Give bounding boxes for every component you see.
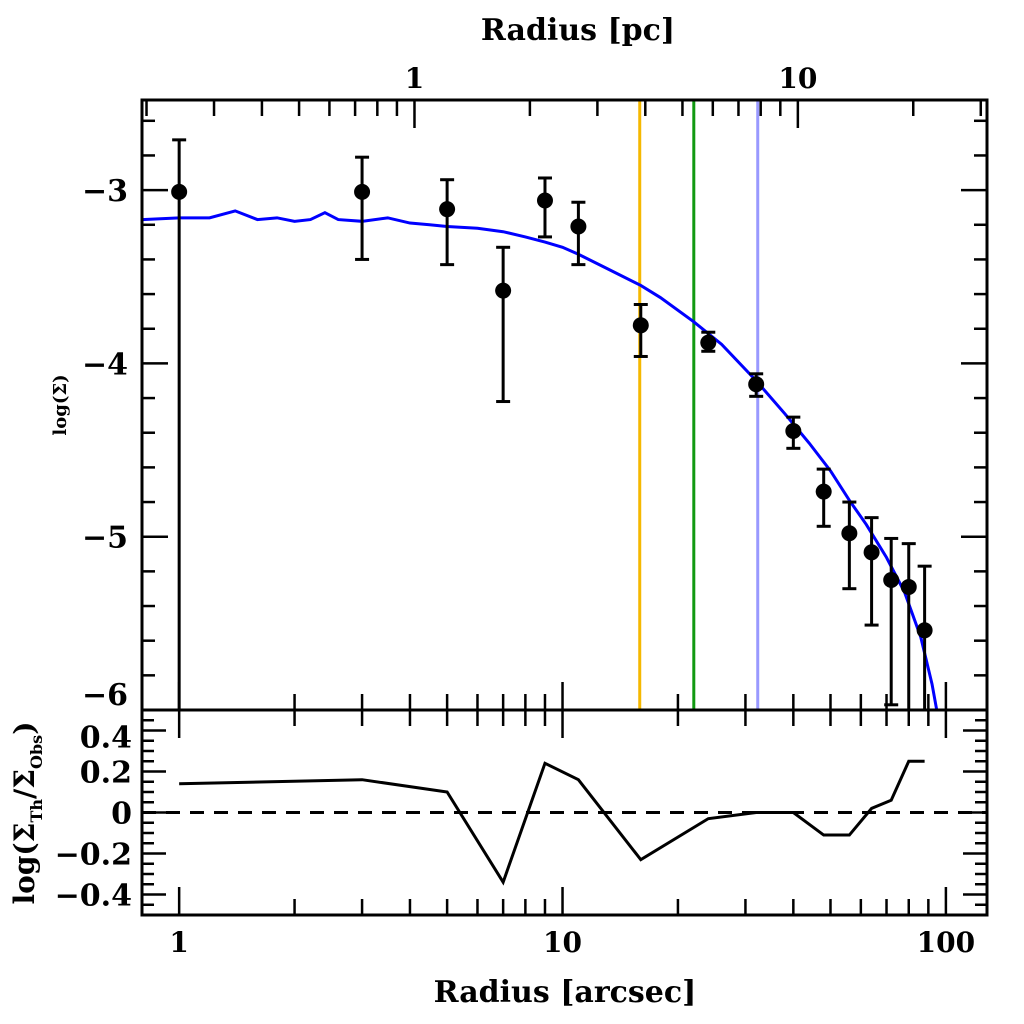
data-point: [883, 572, 900, 589]
data-point-group: [570, 200, 587, 267]
data-point: [748, 376, 765, 393]
data-point-group: [815, 467, 832, 528]
data-point: [570, 218, 587, 235]
y-tick-label: −0.2: [55, 838, 132, 873]
data-point: [354, 183, 371, 200]
main-frame: [140, 98, 989, 712]
data-point: [495, 282, 512, 299]
y-tick-label: −3: [82, 174, 128, 209]
residual-plot-area: [142, 759, 987, 886]
model-curve: [142, 209, 939, 710]
data-point-group: [785, 415, 802, 450]
data-point-group: [900, 542, 917, 710]
x-tick-label: 100: [917, 926, 975, 959]
main-plot-area: [142, 100, 939, 710]
main-panel: 1 10 −3 −4 −5 −6: [82, 62, 989, 713]
top-x-axis-label: Radius [pc]: [481, 13, 675, 48]
y-tick-label: −5: [82, 521, 128, 556]
residual-line: [179, 759, 925, 886]
data-point-group: [748, 372, 765, 398]
x-tick-label: 10: [543, 926, 582, 959]
data-point-group: [883, 536, 900, 707]
y-tick-label: −6: [82, 678, 128, 713]
y-tick-label: 0.4: [80, 721, 132, 756]
data-point: [439, 201, 456, 218]
data-point: [841, 525, 858, 542]
data-point: [863, 544, 880, 561]
y-tick-label: 0: [111, 797, 132, 832]
data-point: [700, 334, 717, 351]
data-point-group: [632, 302, 649, 358]
data-point: [785, 422, 802, 439]
y-tick-label: −4: [82, 347, 128, 382]
data-point-group: [536, 176, 553, 239]
data-point: [900, 578, 917, 595]
data-point: [171, 183, 188, 200]
data-point-group: [863, 516, 880, 627]
x-tick-label: 1: [169, 926, 188, 959]
x-axis-label: Radius [arcsec]: [434, 975, 697, 1010]
data-point-group: [841, 500, 858, 591]
data-point-group: [700, 330, 717, 353]
data-point-group: [495, 245, 512, 404]
data-point-group: [916, 564, 933, 710]
data-point-group: [439, 178, 456, 267]
data-point: [536, 192, 553, 209]
y-axis-label-residual: log(ΣTh/ΣObs): [8, 722, 46, 905]
data-point: [632, 317, 649, 334]
data-point: [916, 622, 933, 639]
data-point-group: [354, 155, 371, 261]
top-x-tick-label: 1: [405, 62, 424, 95]
residual-panel: 0.40.2 0 −0.2 −0.4 1 10 100: [55, 708, 989, 959]
data-point: [815, 483, 832, 500]
y-tick-label: −0.4: [55, 879, 132, 914]
top-x-tick-label: 10: [778, 62, 817, 95]
y-axis-label-main: log(Σ): [50, 374, 71, 435]
y-tick-label: 0.2: [80, 756, 132, 791]
